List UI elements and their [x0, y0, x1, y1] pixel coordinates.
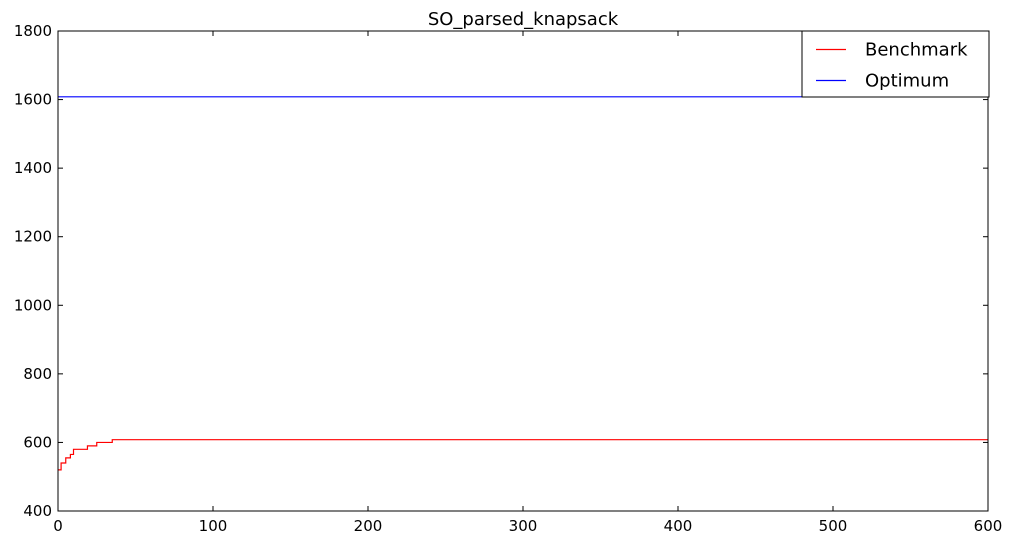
- y-tick-label: 400: [23, 502, 52, 520]
- legend-label-benchmark: Benchmark: [865, 40, 968, 61]
- y-tick-label: 1200: [14, 228, 52, 246]
- series-line-benchmark: [58, 439, 988, 471]
- y-tick-label: 1600: [14, 91, 52, 109]
- plot-frame: [57, 30, 989, 512]
- legend-box: [801, 30, 990, 98]
- y-tick-label: 1400: [14, 159, 52, 177]
- x-tick-label: 0: [53, 517, 63, 535]
- x-tick-label: 100: [199, 517, 228, 535]
- legend: Benchmark Optimum: [801, 30, 990, 98]
- ticks-layer: 0 100 200 300 400 500 600 400 600 800 1000 1200 1400…: [14, 22, 1003, 535]
- x-tick-label: 300: [509, 517, 538, 535]
- series-layer: [58, 96, 988, 471]
- chart-title: SO_parsed_knapsack: [428, 9, 619, 30]
- y-tick-label: 600: [23, 433, 52, 451]
- x-tick-label: 400: [664, 517, 693, 535]
- y-tick-label: 1000: [14, 296, 52, 314]
- x-tick-label: 600: [974, 517, 1003, 535]
- x-tick-label: 500: [819, 517, 848, 535]
- legend-label-optimum: Optimum: [865, 71, 949, 92]
- y-tick-label: 1800: [14, 22, 52, 40]
- y-tick-label: 800: [23, 365, 52, 383]
- x-tick-label: 200: [354, 517, 383, 535]
